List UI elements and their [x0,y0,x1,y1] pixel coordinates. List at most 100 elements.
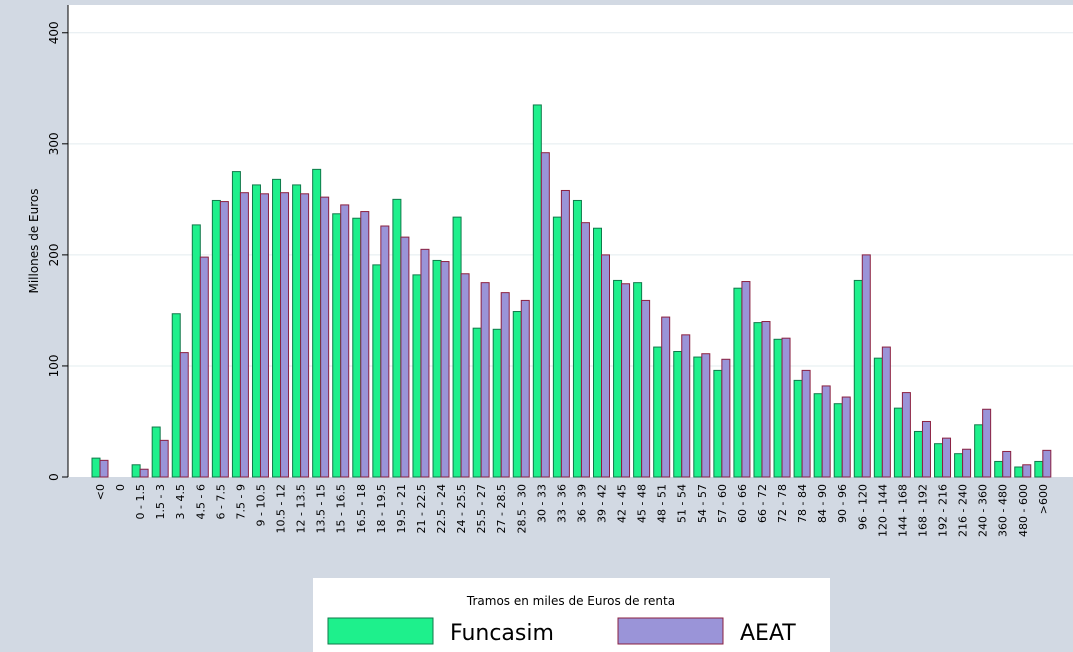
bar [580,222,590,478]
bar [300,193,310,478]
bar [400,236,410,478]
x-tick-label: 360 - 480 [997,484,1010,537]
x-tick-label: 78 - 84 [796,484,809,523]
x-tick-label: 18 - 19.5 [375,484,388,533]
bar [661,316,671,478]
x-tick-label: 4.5 - 6 [194,484,207,519]
x-tick-label: 30 - 33 [535,484,548,523]
bar [572,199,582,478]
bar [673,351,683,478]
bar [440,261,450,478]
x-tick-label: 57 - 60 [716,484,729,523]
x-tick-label: 45 - 48 [636,484,649,523]
legend-swatch [327,617,434,645]
bar [741,281,751,478]
x-tick-label: 51 - 54 [676,484,689,523]
bar [893,407,903,478]
x-tick-label: 0 - 1.5 [134,484,147,519]
x-tick-label: 72 - 78 [776,484,789,523]
bar [412,274,422,478]
bar [753,322,763,478]
bar [942,437,952,478]
bar [131,464,141,478]
x-tick-label: 96 - 120 [856,484,869,530]
x-tick-label: 0 [114,484,127,491]
x-tick-label: 24 - 25.5 [455,484,468,533]
x-tick-label: 19.5 - 21 [395,484,408,533]
bar [934,443,944,478]
bar [653,346,663,478]
x-tick-label: 84 - 90 [816,484,829,523]
x-tick-label: 33 - 36 [555,484,568,523]
bar [921,420,931,478]
bar [151,426,161,478]
x-tick-label: 13.5 - 15 [315,484,328,533]
bar [853,279,863,478]
bar [713,369,723,478]
legend-label: Funcasim [450,621,554,646]
bar [781,337,791,478]
bar [773,338,783,478]
bar [994,460,1004,478]
bar [681,334,691,478]
bar [1042,449,1052,478]
x-tick-label: 90 - 96 [836,484,849,523]
bar [360,211,370,478]
bar [211,199,221,478]
legend-title: Tramos en miles de Euros de renta [466,594,675,608]
bar [272,178,282,478]
x-tick-label: >600 [1037,484,1050,514]
bar [520,299,530,478]
bar [621,283,631,478]
bar [179,352,189,478]
x-tick-label: 25.5 - 27 [475,484,488,533]
x-tick-label: 66 - 72 [756,484,769,523]
y-tick-label: 300 [47,132,61,155]
x-tick-label: 10.5 - 12 [275,484,288,533]
bar [532,104,542,478]
bar [492,328,502,478]
x-tick-label: 48 - 51 [656,484,669,523]
legend-label: AEAT [740,621,796,646]
bar [601,254,610,478]
bar [613,279,623,478]
y-tick-label: 0 [47,473,61,481]
bar [1034,460,1044,478]
bar [432,259,442,478]
bar [593,227,602,478]
bar [954,453,964,478]
bar [191,224,201,478]
bar [380,225,390,478]
bar [251,184,261,478]
bar [1014,466,1024,478]
y-tick-label: 200 [47,243,61,266]
bar [280,192,290,478]
bar [292,184,302,478]
bar [340,204,350,478]
y-tick-label: 400 [47,21,61,44]
bar [512,311,522,478]
bar [231,171,241,478]
bar [873,357,883,478]
bar [821,385,831,478]
bar [913,430,923,478]
x-tick-label: 60 - 66 [736,484,749,523]
bar [312,168,322,478]
bar [974,424,984,478]
x-tick-label: 39 - 42 [596,484,609,523]
x-tick-label: 15 - 16.5 [335,484,348,533]
x-tick-label: <0 [94,484,107,500]
bar [480,282,490,478]
bar [99,459,109,478]
bar [332,213,342,478]
bar [733,287,743,478]
x-tick-label: 120 - 144 [876,484,889,537]
bar [962,448,972,478]
x-tick-label: 7.5 - 9 [234,484,247,519]
x-tick-label: 54 - 57 [696,484,709,523]
x-tick-label: 12 - 13.5 [295,484,308,533]
x-tick-label: 28.5 - 30 [515,484,528,533]
bar [833,403,843,478]
bar [259,193,269,478]
